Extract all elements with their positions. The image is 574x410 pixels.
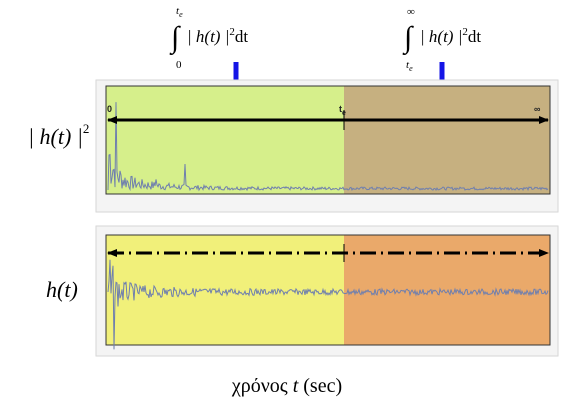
bottom-panel-frame	[105, 234, 551, 346]
upper-limit: ∞	[407, 6, 415, 18]
lower-limit: te	[406, 59, 413, 73]
impulse-response-trace	[107, 259, 549, 350]
integrand: | h(t) |2dt	[420, 26, 481, 46]
bottom-panel-label: h(t)	[46, 277, 78, 302]
marker-te: te	[339, 104, 346, 117]
energy-signal-trace	[107, 102, 549, 192]
top-panel-frame	[105, 85, 551, 195]
upper-limit: te	[176, 5, 183, 19]
lower-limit: 0	[176, 59, 182, 71]
integrand: | h(t) |2dt	[187, 26, 248, 46]
formula-left: ∫ te 0 | h(t) |2dt	[169, 5, 248, 107]
bottom-panel	[95, 225, 559, 357]
integral-sign: ∫	[169, 21, 181, 56]
x-axis-label: χρόνος t (sec)	[231, 375, 342, 397]
top-panel-label: | h(t) |2	[28, 121, 89, 149]
top-right-region	[344, 86, 550, 194]
integral-sign: ∫	[402, 21, 414, 56]
top-left-region	[106, 86, 344, 194]
top-panel: 0 te ∞	[95, 79, 559, 213]
marker-zero: 0	[107, 104, 112, 114]
marker-infinity: ∞	[534, 104, 541, 114]
